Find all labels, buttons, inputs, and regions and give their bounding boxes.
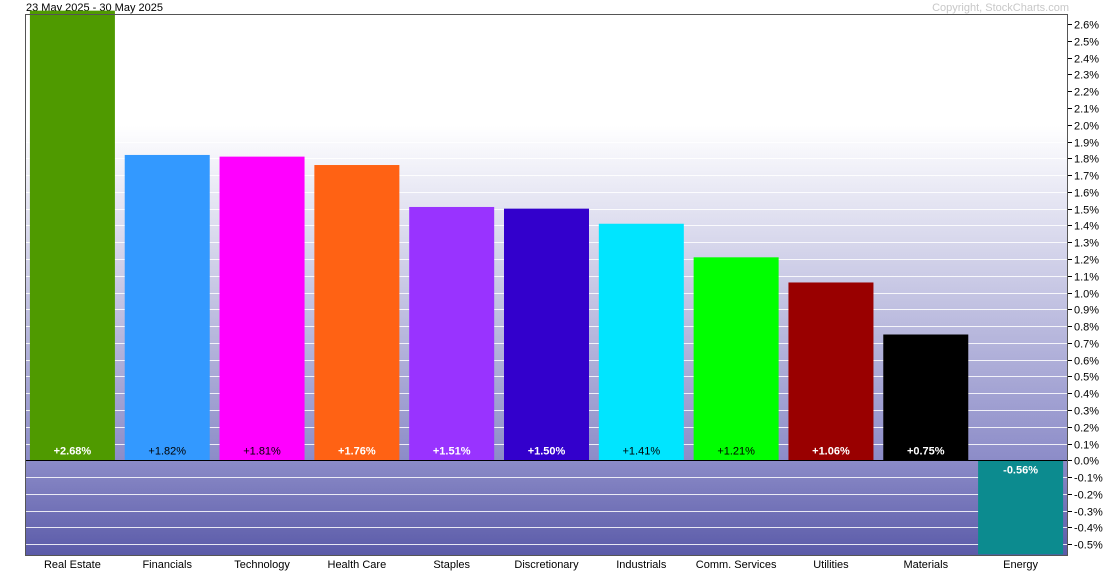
y-tick-label: 2.1% [1074,104,1099,116]
y-tick-label: 2.5% [1074,37,1099,49]
y-tick-label: 1.8% [1074,154,1099,166]
x-tick-label: Discretionary [514,559,579,571]
y-tick-label: 1.9% [1074,138,1099,150]
y-tick-label: 1.4% [1074,221,1099,233]
y-tick-label: 1.0% [1074,289,1099,301]
y-tick-label: 0.5% [1074,372,1099,384]
y-tick-label: 0.6% [1074,356,1099,368]
y-tick-label: 2.0% [1074,121,1099,133]
bar [409,206,495,461]
y-tick-label: 2.6% [1074,20,1099,32]
y-tick-label: -0.2% [1074,490,1103,502]
x-tick-label: Utilities [813,559,849,571]
x-tick-label: Real Estate [44,559,101,571]
bar-value-label: +2.68% [54,445,92,457]
y-tick-label: 0.1% [1074,440,1099,452]
y-tick-label: 1.2% [1074,255,1099,267]
bar-value-label: +1.50% [528,445,566,457]
bar-value-label: +1.21% [717,445,755,457]
y-tick-label: 1.6% [1074,188,1099,200]
y-tick-label: 0.8% [1074,322,1099,334]
bar-value-label: +1.81% [243,445,281,457]
y-tick-label: 0.3% [1074,406,1099,418]
y-tick-label: 0.9% [1074,305,1099,317]
y-tick-label: 2.3% [1074,70,1099,82]
y-tick-label: -0.4% [1074,523,1103,535]
bar-value-label: +0.75% [907,445,945,457]
bar [978,460,1064,555]
x-axis-labels: Real Estate Financials Technology Health Ca… [44,559,1039,571]
y-tick-label: -0.1% [1074,473,1103,485]
y-tick-label: 0.4% [1074,389,1099,401]
x-tick-label: Staples [433,559,470,571]
bar-value-label: -0.56% [1003,464,1038,476]
x-tick-label: Health Care [328,559,387,571]
bar [788,282,874,461]
bar [124,154,210,461]
y-tick-label: 0.2% [1074,423,1099,435]
plot-frame [25,14,1068,556]
data-labels: +2.68% +1.82% +1.81% +1.76% +1.51% +1.50% +1.4… [54,445,1039,476]
x-tick-label: Comm. Services [696,559,777,571]
bar [219,156,305,461]
bar [598,223,684,461]
bar [314,165,400,461]
bar [883,334,969,461]
bar-value-label: +1.82% [148,445,186,457]
bar-value-label: +1.41% [623,445,661,457]
y-tick-label: 1.5% [1074,205,1099,217]
x-tick-label: Industrials [616,559,667,571]
bar [29,10,115,461]
y-tick-label: 1.1% [1074,272,1099,284]
x-tick-label: Energy [1003,559,1038,571]
y-tick-label: 0.0% [1074,456,1099,468]
y-tick-label: -0.5% [1074,540,1103,552]
y-tick-label: 0.7% [1074,339,1099,351]
y-tick-label: -0.3% [1074,507,1103,519]
copyright-label: Copyright, StockCharts.com [932,2,1069,14]
y-axis-ticks: 2.6% 2.5% 2.4% 2.3% 2.2% 2.1% 2.0% 1.9% 1.8% 1.7%… [1068,20,1103,552]
y-tick-label: 2.4% [1074,54,1099,66]
y-tick-label: 2.2% [1074,87,1099,99]
x-tick-label: Materials [903,559,948,571]
y-tick-label: 1.7% [1074,171,1099,183]
bar [693,257,779,461]
bar [504,208,589,461]
bar-value-label: +1.76% [338,445,376,457]
bar-value-label: +1.51% [433,445,471,457]
bars [29,10,1064,555]
y-tick-label: 1.3% [1074,238,1099,250]
x-tick-label: Financials [142,559,192,571]
bar-value-label: +1.06% [812,445,850,457]
x-tick-label: Technology [234,559,290,571]
